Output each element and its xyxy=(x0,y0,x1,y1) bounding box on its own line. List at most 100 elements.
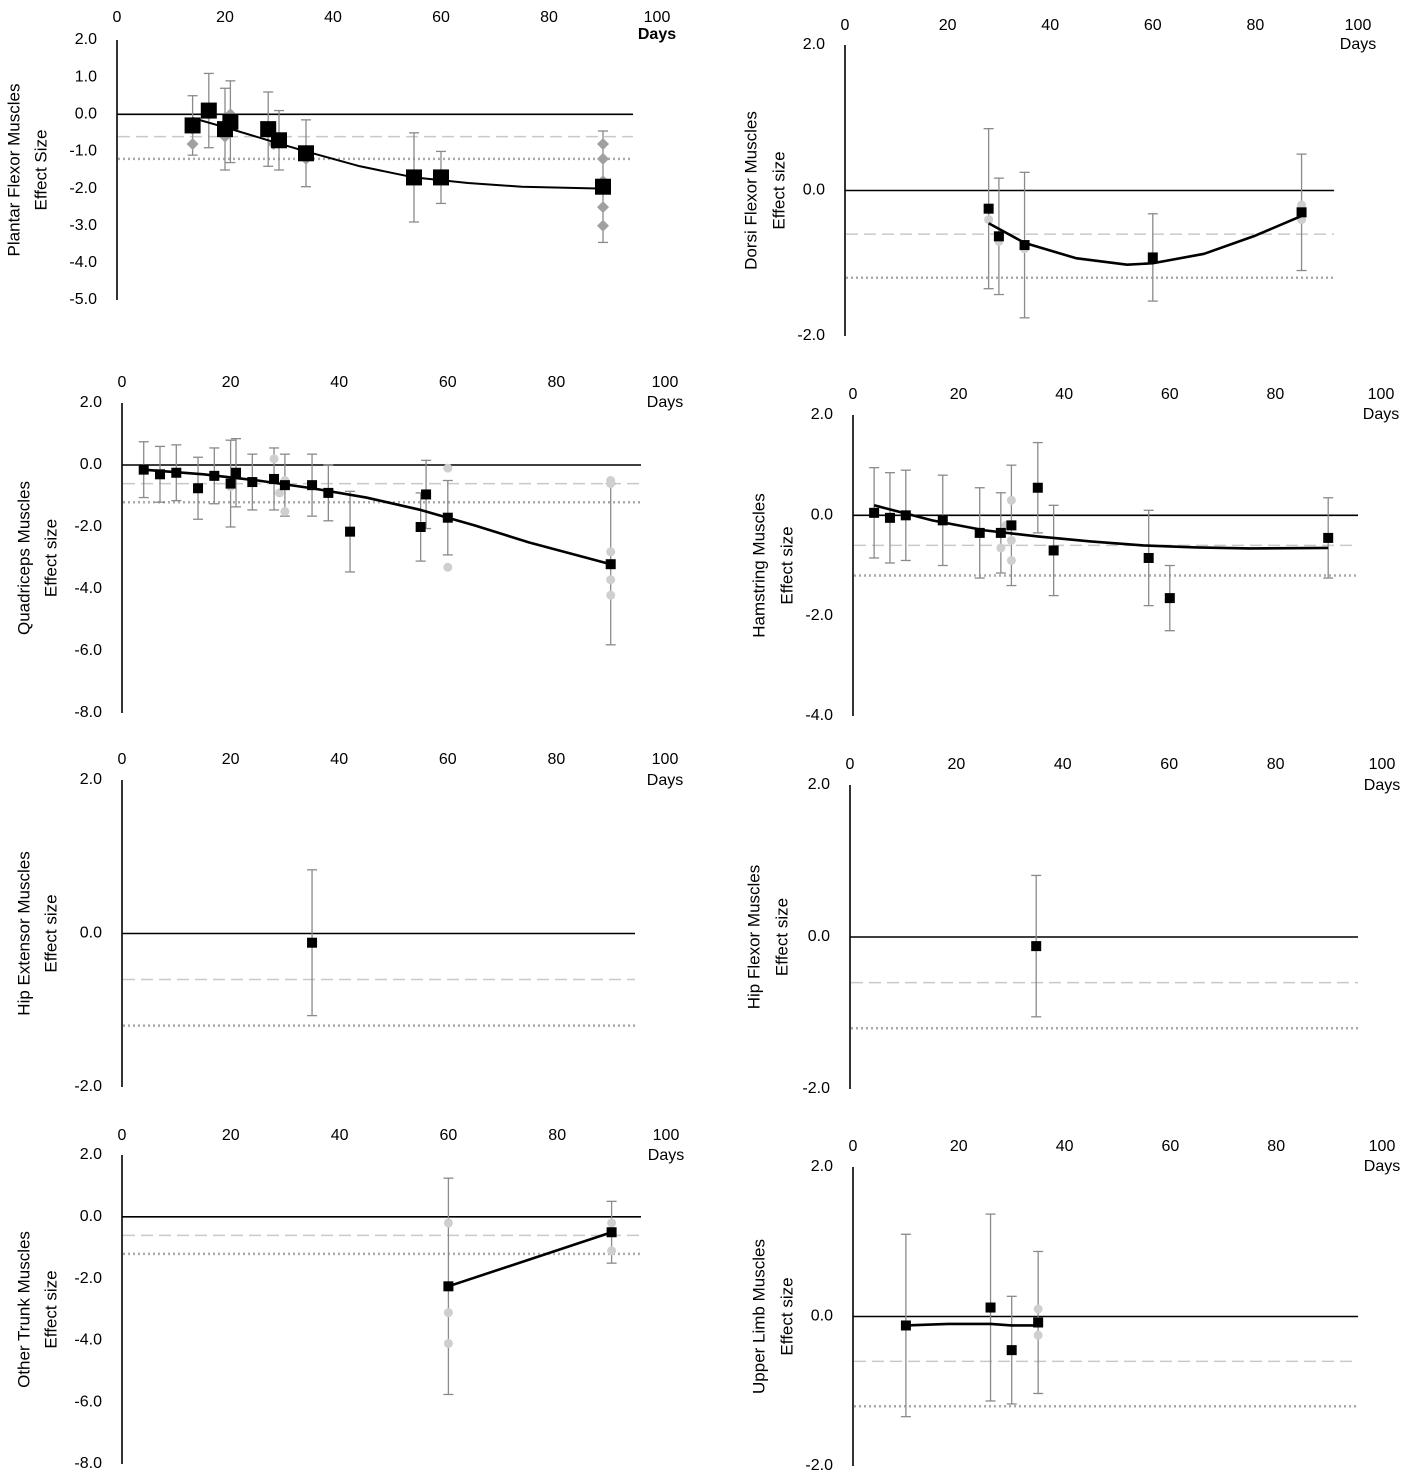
y-tick-label: 0.0 xyxy=(80,1208,102,1225)
y-tick-label: 2.0 xyxy=(811,406,833,423)
mean-point xyxy=(323,487,334,498)
y-tick-label: 2.0 xyxy=(80,771,102,788)
trend-line xyxy=(143,468,612,566)
y-tick-label: 2.0 xyxy=(80,1146,102,1163)
x-tick-label: 60 xyxy=(432,9,450,26)
x-tick-label: 0 xyxy=(846,756,855,773)
individual-point xyxy=(597,152,609,165)
x-tick-label: 60 xyxy=(1160,756,1178,773)
x-tick-label: 40 xyxy=(331,1127,349,1144)
mean-point xyxy=(442,512,453,523)
individual-point xyxy=(597,138,609,150)
mean-point xyxy=(222,113,239,130)
y-tick-label: -2.0 xyxy=(74,1270,102,1287)
y-tick-label: 0.0 xyxy=(80,456,102,473)
individual-point xyxy=(597,219,609,232)
chart-panel-7: 0 20 40 60 80 100 Days 2.0 0.0 -2.0 -4.0 -6.0 -8.0 Ot… xyxy=(14,1127,684,1472)
y-tick-label: -4.0 xyxy=(74,1332,102,1349)
x-tick-label: 60 xyxy=(1161,386,1179,403)
x-tick-label: 100 xyxy=(1368,386,1395,403)
individual-point xyxy=(1006,555,1016,565)
mean-point xyxy=(1006,520,1017,531)
x-tick-label: 0 xyxy=(849,1138,858,1155)
y-tick-label: -2.0 xyxy=(74,1078,102,1095)
mean-point xyxy=(307,937,318,948)
x-tick-label: 100 xyxy=(1369,756,1396,773)
y-tick-label: -2.0 xyxy=(69,180,97,197)
y-tick-label: 2.0 xyxy=(75,31,97,48)
x-tick-label: 20 xyxy=(222,1127,240,1144)
individual-point xyxy=(606,575,616,585)
mean-point xyxy=(225,478,236,489)
individual-point xyxy=(186,138,199,150)
x-tick-label: 40 xyxy=(1041,17,1059,34)
mean-point xyxy=(345,526,356,537)
individual-point xyxy=(280,507,290,516)
x-tick-label: 100 xyxy=(652,374,679,391)
y-tick-label: 0.0 xyxy=(811,1308,833,1325)
individual-point xyxy=(1297,200,1307,210)
x-axis-label: Days xyxy=(1364,777,1400,794)
x-axis-label: Days xyxy=(1340,36,1376,53)
individual-point xyxy=(443,1338,453,1348)
y-tick-label: -2.0 xyxy=(805,1457,833,1474)
y-tick-label: 2.0 xyxy=(808,776,830,793)
trend-line xyxy=(873,504,1329,550)
individual-point xyxy=(606,590,616,600)
individual-point xyxy=(443,1308,453,1318)
trend-line xyxy=(905,1322,1039,1327)
individual-point xyxy=(606,479,616,489)
individual-point xyxy=(274,488,284,498)
x-tick-label: 60 xyxy=(1144,17,1162,34)
individual-point xyxy=(1006,495,1016,505)
individual-point xyxy=(607,1246,617,1256)
y-tick-label: -2.0 xyxy=(797,327,825,344)
x-tick-label: 20 xyxy=(950,1138,968,1155)
y-axis-label: Plantar Flexor Muscles xyxy=(4,84,23,257)
mean-point xyxy=(900,1320,911,1331)
mean-point xyxy=(983,203,994,214)
y-tick-label: 2.0 xyxy=(811,1158,833,1175)
x-tick-label: 80 xyxy=(1267,756,1285,773)
y-axis-label: Hip Flexor Muscles xyxy=(744,865,763,1010)
mean-point xyxy=(421,489,432,500)
mean-point xyxy=(138,464,149,475)
y-tick-label: -2.0 xyxy=(802,1080,830,1097)
individual-point xyxy=(443,463,453,473)
y-tick-label: -2.0 xyxy=(805,607,833,624)
y-axis-label-secondary: Effect size xyxy=(41,894,60,972)
x-axis-label: Days xyxy=(647,394,683,411)
mean-point xyxy=(298,145,314,162)
individual-point xyxy=(1006,535,1016,545)
x-tick-label: 100 xyxy=(1345,17,1372,34)
y-axis-label-secondary: Effect size xyxy=(777,526,796,604)
mean-point xyxy=(193,483,204,494)
x-axis-label: Days xyxy=(647,772,683,789)
mean-point xyxy=(247,477,258,488)
x-tick-label: 40 xyxy=(324,9,342,26)
mean-point xyxy=(900,510,911,521)
mean-point xyxy=(869,507,880,518)
trend-line xyxy=(192,117,604,190)
y-tick-label: 0.0 xyxy=(808,928,830,945)
y-axis-label: Other Trunk Muscles xyxy=(14,1231,33,1388)
x-axis-label: Days xyxy=(1363,406,1399,423)
x-axis-label: Days xyxy=(638,26,676,43)
y-tick-label: -2.0 xyxy=(74,518,102,535)
y-tick-label: -8.0 xyxy=(74,1455,102,1472)
x-tick-label: 100 xyxy=(652,751,679,768)
chart-panel-3: 0 20 40 60 80 100 Days 2.0 0.0 -2.0 -4.0 -6.0 -8.0 Qu… xyxy=(14,374,683,721)
y-axis-label: Hip Extensor Muscles xyxy=(14,851,33,1015)
x-tick-label: 20 xyxy=(222,751,240,768)
mean-point xyxy=(995,527,1006,538)
x-tick-label: 40 xyxy=(330,751,348,768)
mean-point xyxy=(231,467,242,478)
mean-point xyxy=(271,132,287,149)
y-axis-label-secondary: Effect size xyxy=(41,519,60,597)
chart-panel-4: 0 20 40 60 80 100 Days 2.0 0.0 -2.0 -4.0 Hamstring … xyxy=(749,386,1399,724)
y-axis-label-secondary: Effect size xyxy=(41,1270,60,1348)
x-tick-label: 60 xyxy=(439,374,457,391)
x-tick-label: 20 xyxy=(950,386,968,403)
y-tick-label: -4.0 xyxy=(74,580,102,597)
individual-point xyxy=(1033,1304,1043,1314)
